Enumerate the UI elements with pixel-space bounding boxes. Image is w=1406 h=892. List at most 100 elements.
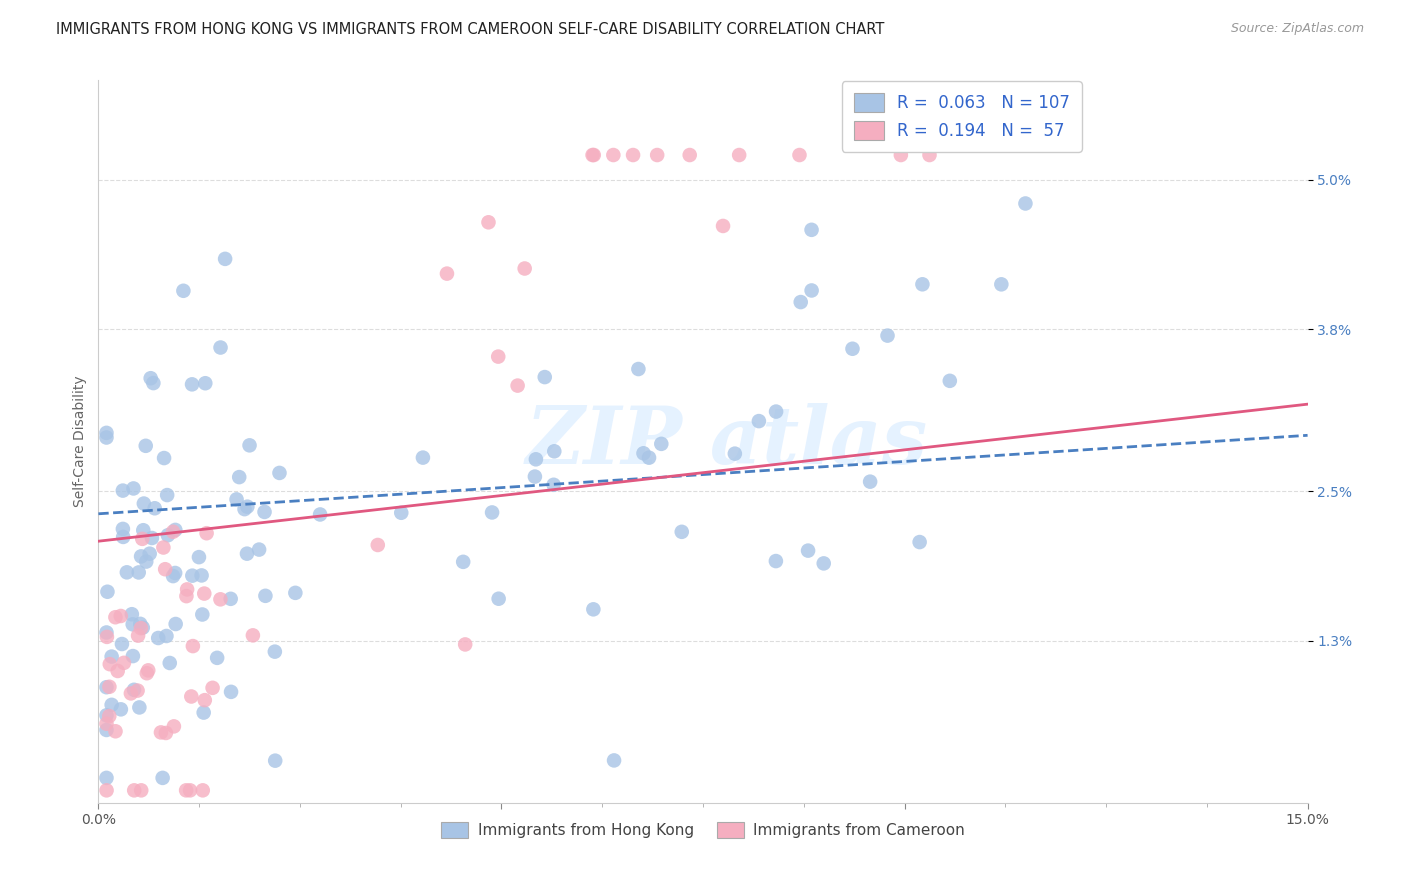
Point bbox=[209, 341, 232, 355]
Point bbox=[524, 452, 547, 467]
Point bbox=[990, 277, 1012, 292]
Point bbox=[107, 664, 129, 678]
Point bbox=[748, 414, 770, 428]
Point bbox=[918, 148, 941, 162]
Point bbox=[98, 709, 121, 723]
Point bbox=[219, 685, 242, 699]
Point bbox=[136, 664, 159, 678]
Y-axis label: Self-Care Disability: Self-Care Disability bbox=[73, 376, 87, 508]
Point bbox=[132, 523, 155, 537]
Point bbox=[128, 566, 150, 580]
Point bbox=[98, 657, 121, 672]
Point bbox=[96, 584, 118, 599]
Point bbox=[581, 148, 603, 162]
Point bbox=[269, 466, 291, 480]
Point bbox=[127, 683, 149, 698]
Point bbox=[162, 569, 184, 583]
Point bbox=[128, 700, 150, 714]
Point bbox=[121, 617, 143, 632]
Point bbox=[190, 568, 212, 582]
Point bbox=[876, 328, 898, 343]
Point bbox=[859, 475, 882, 489]
Point bbox=[194, 693, 217, 707]
Point bbox=[132, 621, 155, 635]
Point bbox=[841, 342, 863, 356]
Point bbox=[194, 376, 217, 391]
Point bbox=[908, 535, 931, 549]
Point bbox=[110, 609, 132, 624]
Point bbox=[543, 444, 565, 458]
Point bbox=[96, 716, 118, 731]
Point bbox=[242, 628, 264, 642]
Point bbox=[451, 555, 474, 569]
Point bbox=[162, 524, 184, 539]
Point bbox=[436, 267, 458, 281]
Point bbox=[149, 725, 172, 739]
Point bbox=[122, 649, 145, 664]
Point bbox=[890, 148, 912, 162]
Point bbox=[506, 378, 529, 392]
Point bbox=[96, 680, 118, 694]
Point bbox=[141, 531, 163, 545]
Point bbox=[165, 617, 187, 632]
Point bbox=[627, 362, 650, 376]
Point bbox=[603, 753, 626, 767]
Point bbox=[181, 639, 204, 653]
Point bbox=[96, 430, 118, 444]
Point bbox=[129, 549, 152, 564]
Point bbox=[163, 719, 186, 733]
Point bbox=[159, 656, 181, 670]
Point bbox=[132, 497, 155, 511]
Point bbox=[284, 586, 307, 600]
Point bbox=[153, 451, 176, 466]
Point bbox=[209, 592, 232, 607]
Point bbox=[165, 523, 187, 537]
Point bbox=[181, 568, 204, 582]
Point bbox=[193, 706, 215, 720]
Point bbox=[513, 261, 536, 276]
Point bbox=[180, 690, 202, 704]
Point bbox=[179, 783, 201, 797]
Point bbox=[238, 438, 260, 452]
Point bbox=[139, 371, 162, 385]
Point bbox=[176, 582, 198, 597]
Point bbox=[191, 607, 214, 622]
Point bbox=[488, 591, 510, 606]
Point bbox=[111, 522, 134, 536]
Point bbox=[533, 370, 555, 384]
Point bbox=[96, 771, 118, 785]
Point bbox=[765, 554, 787, 568]
Point bbox=[104, 724, 127, 739]
Point bbox=[205, 650, 228, 665]
Point bbox=[138, 547, 160, 561]
Point bbox=[201, 681, 224, 695]
Point bbox=[188, 550, 211, 565]
Point bbox=[254, 589, 277, 603]
Point bbox=[621, 148, 644, 162]
Point bbox=[96, 630, 118, 644]
Point bbox=[236, 500, 259, 514]
Point bbox=[142, 376, 165, 390]
Point bbox=[233, 502, 256, 516]
Point bbox=[181, 377, 204, 392]
Point bbox=[174, 783, 197, 797]
Point bbox=[191, 783, 214, 797]
Point bbox=[247, 542, 270, 557]
Point bbox=[711, 219, 734, 233]
Point bbox=[195, 526, 218, 541]
Point bbox=[582, 602, 605, 616]
Text: IMMIGRANTS FROM HONG KONG VS IMMIGRANTS FROM CAMEROON SELF-CARE DISABILITY CORRE: IMMIGRANTS FROM HONG KONG VS IMMIGRANTS … bbox=[56, 22, 884, 37]
Point bbox=[96, 783, 118, 797]
Point bbox=[225, 492, 247, 507]
Point bbox=[121, 607, 143, 622]
Point bbox=[486, 350, 509, 364]
Point bbox=[454, 637, 477, 651]
Point bbox=[155, 629, 177, 643]
Point bbox=[96, 723, 118, 737]
Point bbox=[800, 284, 823, 298]
Point bbox=[156, 528, 179, 542]
Point bbox=[112, 530, 135, 544]
Point bbox=[367, 538, 389, 552]
Text: Source: ZipAtlas.com: Source: ZipAtlas.com bbox=[1230, 22, 1364, 36]
Point bbox=[582, 148, 605, 162]
